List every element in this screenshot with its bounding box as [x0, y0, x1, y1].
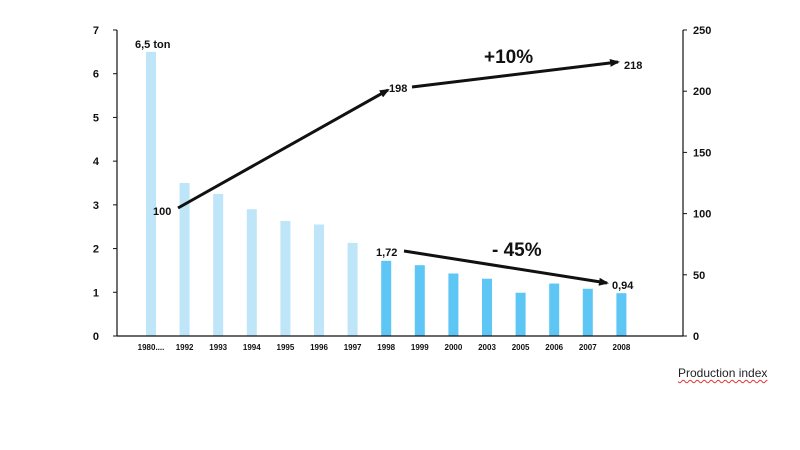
- x-tick-label: 1998: [377, 343, 395, 352]
- ticks-group: 0 1 2 3 4 5 6 7 0 50 100 150 200 250 1980.... 1992 1993 1…: [93, 25, 711, 352]
- x-tick-label: 2007: [579, 343, 597, 352]
- right-tick-label: 200: [693, 86, 711, 98]
- left-tick-label: 0: [93, 331, 99, 343]
- index-arrow-rise: [177, 88, 390, 210]
- weight-end-label: 0,94: [612, 280, 634, 292]
- x-tick-label: 1999: [411, 343, 429, 352]
- right-tick-label: 150: [693, 147, 711, 159]
- production-index-label: Production index: [678, 366, 767, 380]
- left-tick-label: 6: [93, 69, 99, 81]
- x-tick-label: 1980....: [138, 343, 165, 352]
- x-tick-label: 1992: [176, 343, 194, 352]
- index-change-label: +10%: [484, 47, 533, 68]
- weight-arrow-drop: [403, 249, 609, 286]
- left-tick-label: 7: [93, 25, 99, 37]
- bar-1995: [280, 221, 291, 336]
- top-bar-label: 6,5 ton: [135, 39, 171, 51]
- axes-group: [116, 30, 684, 337]
- index-end-label: 218: [624, 60, 642, 72]
- left-tick-label: 5: [93, 112, 99, 124]
- x-tick-label: 2005: [512, 343, 530, 352]
- right-tick-label: 0: [693, 331, 699, 343]
- x-tick-label: 1995: [277, 343, 295, 352]
- x-tick-label: 1996: [310, 343, 328, 352]
- bar-2008: [616, 293, 627, 336]
- production-index-text: Production index: [678, 366, 768, 380]
- x-tick-label: 2006: [545, 343, 563, 352]
- bar-1997: [347, 242, 358, 336]
- index-arrow-plateau: [411, 58, 620, 89]
- left-tick-label: 2: [93, 244, 99, 256]
- x-tick-label: 1993: [209, 343, 227, 352]
- x-tick-label: 2000: [445, 343, 463, 352]
- left-tick-label: 4: [93, 156, 100, 168]
- bar-2007: [582, 288, 593, 336]
- index-start-label: 100: [153, 206, 171, 218]
- right-tick-label: 100: [693, 209, 711, 221]
- left-tick-label: 3: [93, 200, 99, 212]
- bar-1992: [179, 183, 190, 336]
- right-tick-label: 50: [693, 270, 705, 282]
- x-tick-label: 1994: [243, 343, 261, 352]
- bar-2003: [482, 278, 492, 336]
- annotations-group: 6,5 ton 100 198 218 +10% 1,72 0,94 - 45%: [135, 39, 642, 292]
- bar-2005: [515, 292, 526, 336]
- weight-change-label: - 45%: [492, 240, 542, 261]
- bar-1996: [314, 224, 324, 336]
- index-mid-label: 198: [389, 83, 407, 95]
- bar-1999: [414, 265, 425, 336]
- weight-start-label: 1,72: [376, 247, 397, 259]
- bar-1993: [213, 193, 224, 336]
- bar-1998: [381, 260, 392, 336]
- x-tick-label: 1997: [344, 343, 362, 352]
- bar-1994: [246, 209, 257, 336]
- bar-1980: [146, 51, 156, 336]
- bar-2006: [549, 283, 560, 336]
- left-tick-label: 1: [93, 287, 99, 299]
- bar-2000: [448, 273, 459, 336]
- right-tick-label: 250: [693, 25, 711, 37]
- bars-group: [146, 51, 627, 336]
- x-tick-label: 2003: [478, 343, 496, 352]
- x-tick-label: 2008: [613, 343, 631, 352]
